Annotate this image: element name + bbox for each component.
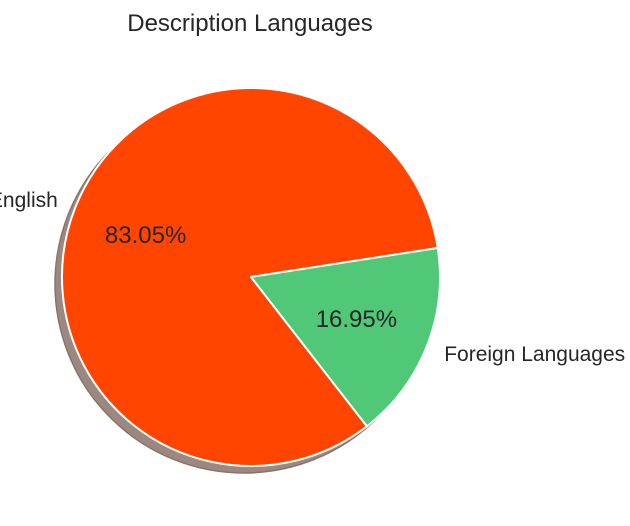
- pie-labels: 83.05% English 16.95% Foreign Languages: [0, 189, 625, 366]
- pie-pct-label: 83.05%: [105, 222, 186, 249]
- pie-category-label: Foreign Languages: [444, 343, 625, 366]
- pie-category-label: English: [0, 189, 58, 212]
- pie-pct-label: 16.95%: [316, 306, 397, 333]
- chart-title: Description Languages: [127, 10, 373, 37]
- pie-slices: [61, 87, 441, 468]
- pie-slice-foreign-languages: [250, 246, 441, 428]
- pie-slice-english: [61, 87, 439, 468]
